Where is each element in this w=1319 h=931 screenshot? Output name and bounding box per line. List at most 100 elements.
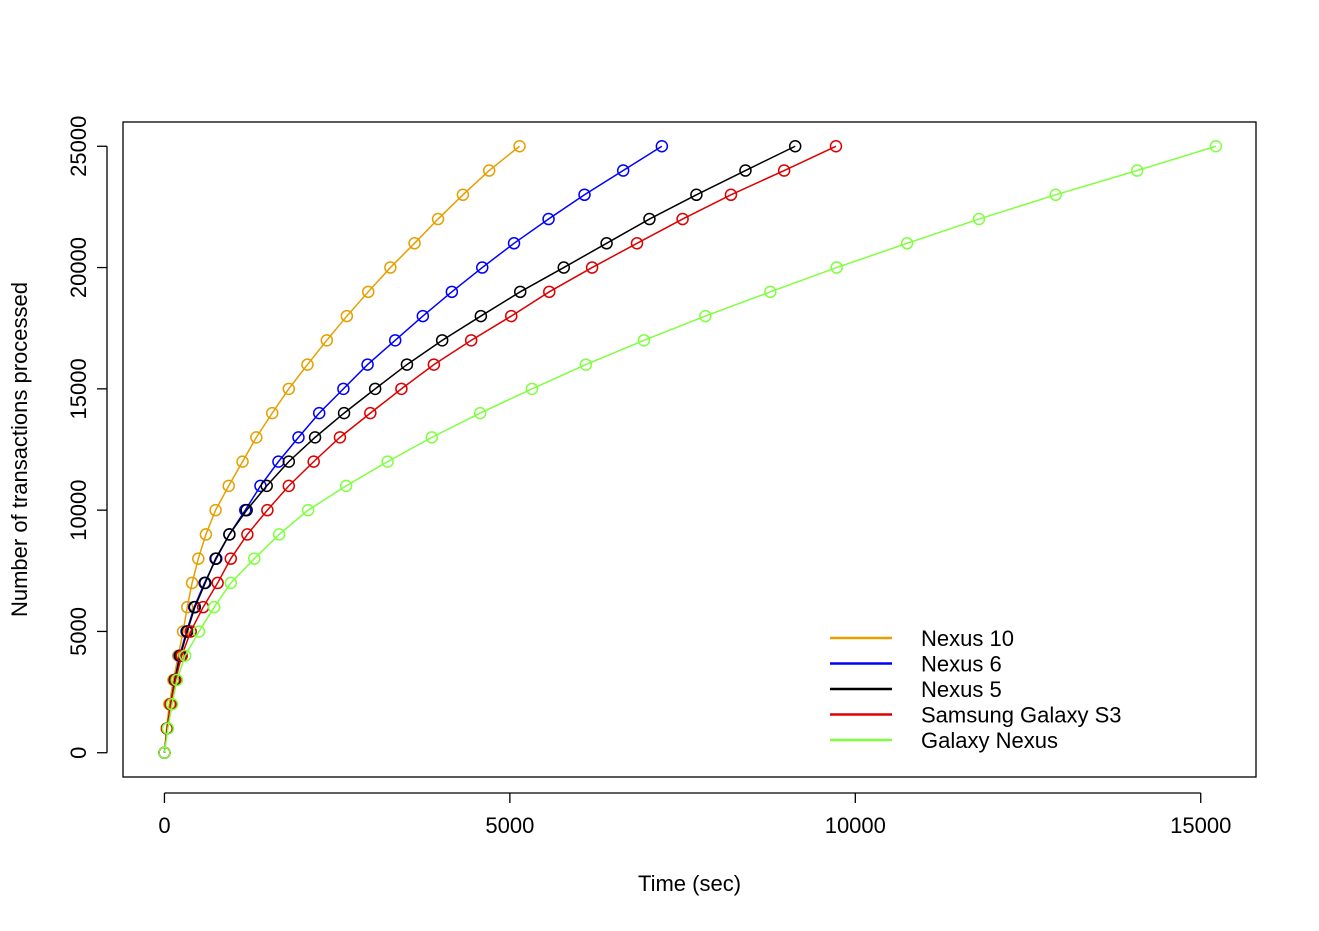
data-point	[578, 188, 591, 202]
data-point	[764, 285, 777, 299]
data-point	[655, 140, 669, 153]
data-point	[337, 406, 351, 420]
data-point	[513, 140, 526, 153]
data-point	[207, 600, 221, 614]
data-point	[209, 552, 222, 565]
data-point	[364, 406, 377, 420]
series-nexus-10	[158, 140, 526, 759]
data-point	[192, 552, 205, 565]
data-point	[265, 406, 279, 420]
data-point	[224, 576, 238, 590]
series-samsung-galaxy-s3	[158, 140, 843, 759]
data-point	[180, 600, 194, 614]
data-point	[513, 285, 527, 299]
data-point	[198, 576, 212, 590]
x-tick-label: 5000	[485, 813, 534, 838]
data-point	[320, 334, 334, 347]
data-point	[637, 334, 651, 347]
series-line	[163, 145, 521, 753]
data-point	[188, 600, 202, 614]
data-point	[829, 140, 843, 153]
data-point	[416, 309, 430, 323]
data-point	[222, 479, 235, 493]
data-point	[788, 140, 802, 153]
data-point	[699, 309, 712, 323]
data-point	[616, 164, 630, 177]
data-point	[464, 334, 478, 347]
data-point	[362, 285, 375, 299]
plot-frame	[122, 121, 1257, 778]
data-point	[292, 431, 305, 444]
series-galaxy-nexus	[158, 140, 1223, 759]
data-point	[333, 431, 347, 444]
y-axis: 0 5000 10000 15000 20000 25000	[66, 116, 108, 759]
legend-label: Nexus 5	[921, 677, 1002, 702]
y-tick-label: 0	[66, 747, 91, 759]
data-point	[395, 382, 408, 396]
data-point	[176, 625, 190, 638]
data-point	[170, 673, 184, 687]
data-point	[474, 309, 488, 323]
legend-label: Galaxy Nexus	[921, 728, 1058, 753]
data-point	[248, 552, 261, 565]
data-point	[427, 358, 441, 371]
data-point	[240, 503, 253, 517]
data-point	[739, 164, 752, 177]
data-point	[579, 358, 593, 371]
x-tick-label: 10000	[825, 813, 886, 838]
data-point	[724, 188, 738, 202]
data-point	[425, 431, 439, 444]
x-tick-label: 0	[158, 813, 170, 838]
data-point	[192, 625, 206, 638]
data-point	[175, 649, 188, 662]
series-line	[163, 145, 1217, 753]
data-point	[261, 503, 274, 517]
data-point	[505, 309, 518, 323]
data-point	[482, 164, 496, 177]
data-point	[630, 237, 644, 250]
x-axis-title: Time (sec)	[638, 871, 741, 896]
legend-label: Nexus 6	[921, 652, 1002, 677]
data-point	[312, 406, 326, 420]
data-point	[209, 503, 222, 517]
data-point	[900, 237, 914, 250]
data-point	[165, 697, 179, 711]
data-point	[307, 455, 320, 468]
data-point	[543, 285, 556, 299]
y-tick-label: 5000	[66, 607, 91, 656]
data-point	[241, 528, 254, 541]
data-point	[178, 649, 192, 662]
y-axis-title: Number of transactions processed	[7, 282, 32, 617]
data-point	[431, 212, 445, 226]
series-line	[163, 145, 796, 753]
data-point	[1209, 140, 1223, 153]
y-tick-label: 10000	[66, 480, 91, 541]
data-point	[408, 237, 421, 250]
data-point	[381, 455, 394, 468]
data-point	[224, 552, 238, 565]
data-point	[643, 212, 656, 226]
data-point	[368, 382, 382, 396]
y-tick-label: 15000	[66, 358, 91, 419]
data-point	[223, 528, 236, 541]
data-point	[184, 625, 197, 638]
data-point	[185, 576, 199, 590]
data-point	[1049, 188, 1062, 202]
data-point	[308, 431, 322, 444]
data-point	[388, 334, 402, 347]
data-point	[475, 261, 489, 274]
x-axis: 0 5000 10000 15000	[158, 792, 1231, 838]
data-point	[384, 261, 397, 274]
data-point	[473, 406, 487, 420]
data-point	[282, 479, 296, 493]
data-point	[236, 455, 249, 468]
series-layer	[158, 140, 1223, 759]
data-point	[456, 188, 470, 202]
data-point	[340, 309, 354, 323]
data-point	[557, 261, 571, 274]
y-tick-label: 25000	[66, 116, 91, 177]
series-line	[163, 145, 837, 753]
data-point	[435, 334, 449, 347]
y-tick-label: 20000	[66, 237, 91, 298]
data-point	[272, 528, 286, 541]
